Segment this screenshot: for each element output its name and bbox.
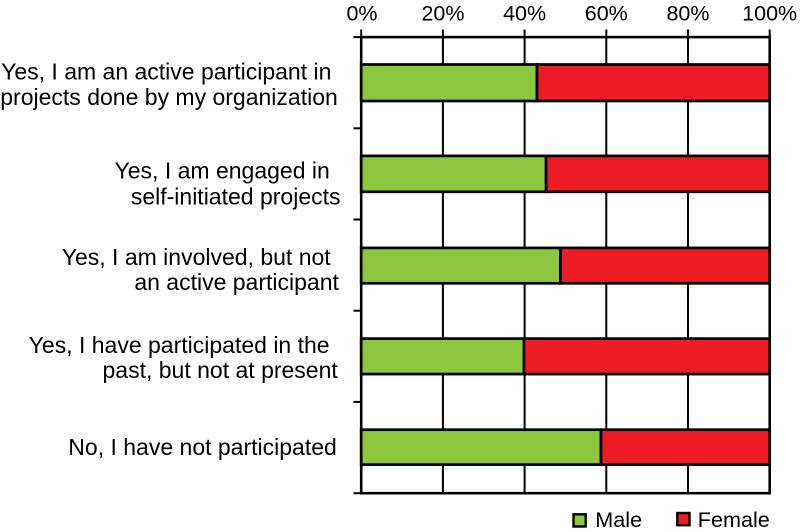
- svg-text:80%: 80%: [666, 1, 709, 25]
- svg-text:Yes, I have participated in th: Yes, I have participated in the: [29, 332, 330, 358]
- svg-text:Yes, I am an active participan: Yes, I am an active participant in: [1, 59, 331, 85]
- svg-text:40%: 40%: [503, 1, 546, 25]
- svg-text:60%: 60%: [585, 1, 628, 25]
- svg-text:No, I have not participated: No, I have not participated: [68, 434, 337, 460]
- svg-text:an active participant: an active participant: [134, 269, 339, 295]
- svg-text:Female: Female: [698, 507, 770, 532]
- svg-text:self-initiated projects: self-initiated projects: [131, 183, 341, 209]
- svg-text:Male: Male: [595, 507, 642, 532]
- svg-text:Yes, I am involved, but not: Yes, I am involved, but not: [62, 244, 332, 270]
- svg-text:100%: 100%: [742, 1, 797, 25]
- svg-text:Yes, I am engaged in: Yes, I am engaged in: [115, 158, 330, 184]
- svg-text:past, but not at present: past, but not at present: [103, 357, 339, 383]
- svg-text:projects done by my organizati: projects done by my organization: [0, 84, 338, 110]
- svg-text:0%: 0%: [346, 1, 377, 25]
- svg-text:20%: 20%: [421, 1, 464, 25]
